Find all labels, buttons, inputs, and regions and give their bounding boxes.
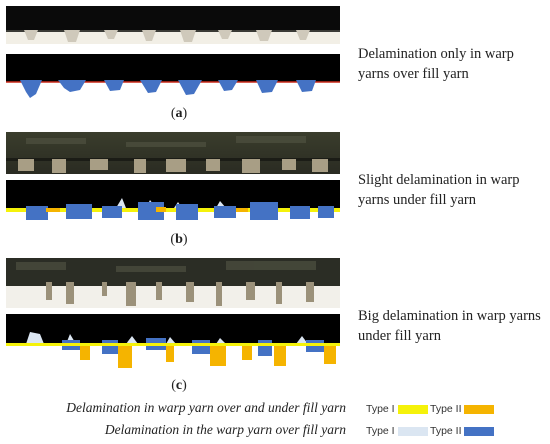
description-b: Slight delamination in warp yarns under … [358,172,520,208]
legend-row2-type2-label: Type II [430,425,462,437]
legend-row1-text: Delamination in warp yarn over and under… [66,400,346,415]
photo-a-micrograph [6,6,340,44]
segmentation-c [6,314,340,370]
photo-c-micrograph [6,258,340,308]
segmentation-a [6,54,340,100]
sublabel-b: (b) [170,232,188,247]
legend-row2-type1-label: Type I [366,425,395,437]
legend-row2-type1-swatch [398,427,428,436]
description-c: Big delamination in warp yarns under fil… [358,308,541,344]
legend-row2-type2-swatch [464,427,494,436]
legend-row1-type2-swatch [464,405,494,414]
legend-row1-type1-label: Type I [366,403,395,415]
description-a: Delamination only in warp yarns over fil… [358,46,514,82]
legend-row1-type1-swatch [398,405,428,414]
legend-row2-text: Delamination in the warp yarn over fill … [104,422,346,437]
legend-row1-type2-label: Type II [430,403,462,415]
photo-b-micrograph [6,132,340,174]
segmentation-b [6,180,340,226]
sublabel-a: (a) [170,106,188,121]
sublabel-c: (c) [171,378,187,393]
